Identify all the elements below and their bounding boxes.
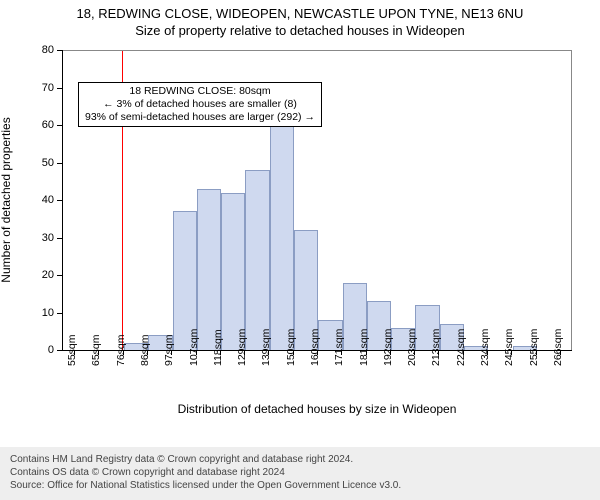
x-axis-title: Distribution of detached houses by size … [178, 402, 457, 416]
y-tick-label: 40 [28, 194, 54, 206]
y-tick-label: 30 [28, 232, 54, 244]
histogram-bar [221, 193, 245, 351]
y-tick [57, 125, 62, 126]
y-tick-label: 10 [28, 307, 54, 319]
y-tick [57, 200, 62, 201]
y-tick [57, 238, 62, 239]
histogram-bar [245, 170, 269, 350]
chart-title-sub: Size of property relative to detached ho… [0, 23, 600, 38]
footer-line-3: Source: Office for National Statistics l… [10, 479, 590, 492]
histogram-bar [197, 189, 221, 350]
y-tick [57, 275, 62, 276]
y-tick [57, 50, 62, 51]
y-tick-label: 80 [28, 44, 54, 56]
y-tick-label: 0 [28, 344, 54, 356]
y-tick [57, 163, 62, 164]
annotation-line: 93% of semi-detached houses are larger (… [85, 111, 315, 124]
y-tick [57, 88, 62, 89]
y-tick-label: 50 [28, 157, 54, 169]
chart-title-main: 18, REDWING CLOSE, WIDEOPEN, NEWCASTLE U… [0, 6, 600, 21]
y-tick-label: 70 [28, 82, 54, 94]
y-tick-label: 60 [28, 119, 54, 131]
y-tick [57, 313, 62, 314]
footer-line-2: Contains OS data © Crown copyright and d… [10, 466, 590, 479]
chart-title-block: 18, REDWING CLOSE, WIDEOPEN, NEWCASTLE U… [0, 0, 600, 38]
annotation-line: 18 REDWING CLOSE: 80sqm [85, 85, 315, 98]
y-axis-line [62, 50, 63, 350]
y-axis-title: Number of detached properties [0, 117, 13, 282]
footer-line-1: Contains HM Land Registry data © Crown c… [10, 453, 590, 466]
y-tick-label: 20 [28, 269, 54, 281]
y-tick [57, 350, 62, 351]
annotation-line: ← 3% of detached houses are smaller (8) [85, 98, 315, 111]
annotation-box: 18 REDWING CLOSE: 80sqm← 3% of detached … [78, 82, 322, 127]
chart-container: Number of detached properties Distributi… [0, 44, 600, 424]
footer-attribution: Contains HM Land Registry data © Crown c… [0, 447, 600, 500]
histogram-bar [270, 99, 294, 350]
